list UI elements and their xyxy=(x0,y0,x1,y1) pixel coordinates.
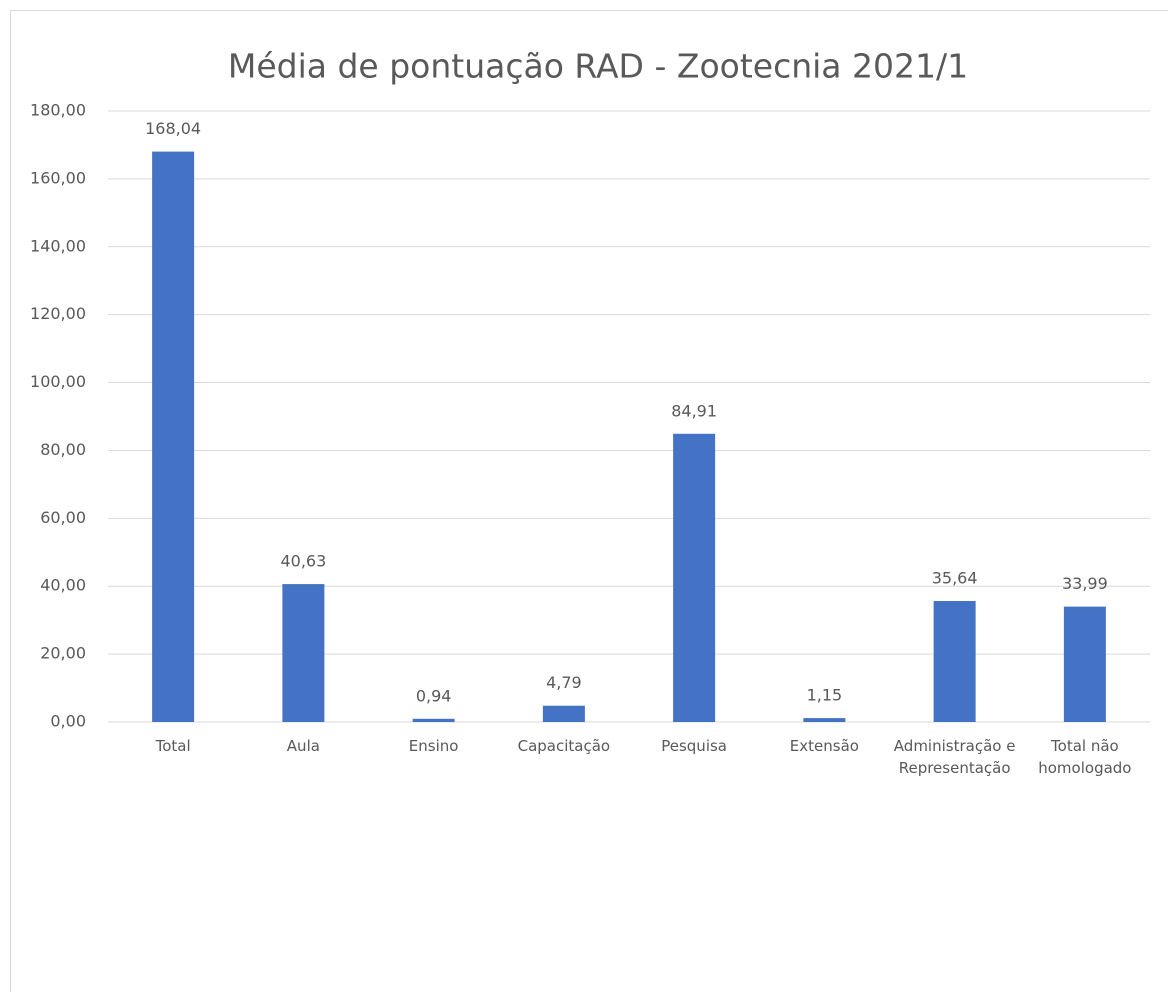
y-tick-label: 120,00 xyxy=(30,304,86,323)
value-label: 33,99 xyxy=(1062,574,1108,593)
bar xyxy=(412,718,455,722)
chart-title: Média de pontuação RAD - Zootecnia 2021/… xyxy=(228,47,968,86)
y-tick-label: 60,00 xyxy=(40,508,86,527)
y-tick-label: 140,00 xyxy=(30,236,86,255)
value-label: 40,63 xyxy=(280,552,326,571)
x-tick-label: Total não homologado xyxy=(1038,737,1132,777)
y-tick-label: 180,00 xyxy=(30,101,86,120)
x-tick-label: Total xyxy=(155,737,191,755)
bar xyxy=(542,705,585,722)
bar xyxy=(803,718,846,722)
y-tick-label: 20,00 xyxy=(40,644,86,663)
bar xyxy=(282,584,325,722)
value-label: 1,15 xyxy=(807,686,843,705)
x-tick-label: Capacitação xyxy=(517,737,611,755)
value-label: 4,79 xyxy=(546,673,582,692)
value-label: 168,04 xyxy=(145,119,201,138)
x-tick-label: Extensão xyxy=(789,737,859,755)
value-label: 84,91 xyxy=(671,401,717,420)
bar xyxy=(933,601,976,722)
value-label: 0,94 xyxy=(416,686,452,705)
x-tick-label: Pesquisa xyxy=(661,737,727,755)
chart-border xyxy=(10,10,1168,992)
y-tick-label: 0,00 xyxy=(50,712,86,731)
bar xyxy=(673,433,716,722)
x-tick-label: Aula xyxy=(286,737,320,755)
y-tick-label: 80,00 xyxy=(40,440,86,459)
x-tick-label: Ensino xyxy=(408,737,459,755)
value-label: 35,64 xyxy=(932,569,978,588)
y-tick-label: 100,00 xyxy=(30,372,86,391)
bar xyxy=(1063,606,1106,722)
y-tick-label: 160,00 xyxy=(30,168,86,187)
x-tick-label: Administração e Representação xyxy=(893,737,1016,777)
bar xyxy=(152,151,195,723)
y-tick-label: 40,00 xyxy=(40,576,86,595)
